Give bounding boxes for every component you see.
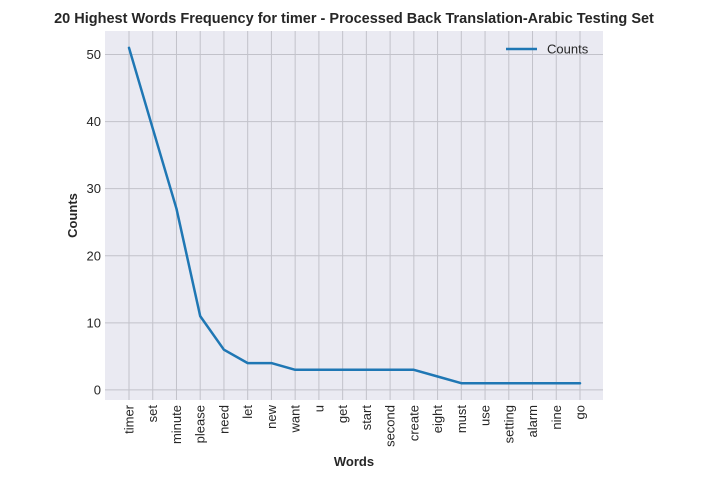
x-tick-label: eight: [430, 405, 445, 434]
y-tick-label: 10: [87, 315, 101, 330]
x-tick-label: want: [288, 405, 303, 434]
x-tick-label: nine: [549, 405, 564, 430]
series-line-counts: [127, 46, 582, 385]
x-tick-label: second: [383, 405, 398, 447]
x-tick-label: create: [406, 405, 421, 441]
x-tick-label: please: [193, 405, 208, 443]
chart-title: 20 Highest Words Frequency for timer - P…: [54, 11, 654, 27]
y-tick-label: 50: [87, 47, 101, 62]
x-tick-label: go: [573, 405, 588, 419]
y-tick-label: 0: [94, 382, 101, 397]
y-tick-label: 40: [87, 114, 101, 129]
grid-lines: [105, 31, 603, 400]
x-tick-label: let: [240, 405, 255, 419]
x-tick-label: use: [478, 405, 493, 426]
y-tick-label: 20: [87, 248, 101, 263]
series-layer: [127, 46, 582, 385]
x-tick-label: minute: [169, 405, 184, 444]
y-axis-label: Counts: [65, 193, 80, 238]
y-tick-label: 30: [87, 181, 101, 196]
x-tick-label: setting: [501, 405, 516, 443]
plot-area: [105, 31, 603, 400]
x-axis-label: Words: [334, 454, 374, 469]
y-axis-ticks: 0 10 20 30 40 50: [87, 47, 101, 397]
x-tick-label: need: [216, 405, 231, 434]
x-tick-label: must: [454, 405, 469, 434]
x-tick-label: timer: [122, 404, 137, 434]
legend-label: Counts: [547, 42, 589, 57]
x-tick-label: new: [264, 404, 279, 428]
x-tick-label: alarm: [525, 405, 540, 438]
x-tick-label: start: [359, 405, 374, 431]
legend: Counts: [506, 42, 589, 57]
x-axis-ticks: timer set minute please need let new want u get st…: [122, 404, 588, 447]
x-tick-label: get: [335, 405, 350, 423]
x-tick-label: set: [145, 405, 160, 423]
x-tick-label: u: [311, 405, 326, 412]
